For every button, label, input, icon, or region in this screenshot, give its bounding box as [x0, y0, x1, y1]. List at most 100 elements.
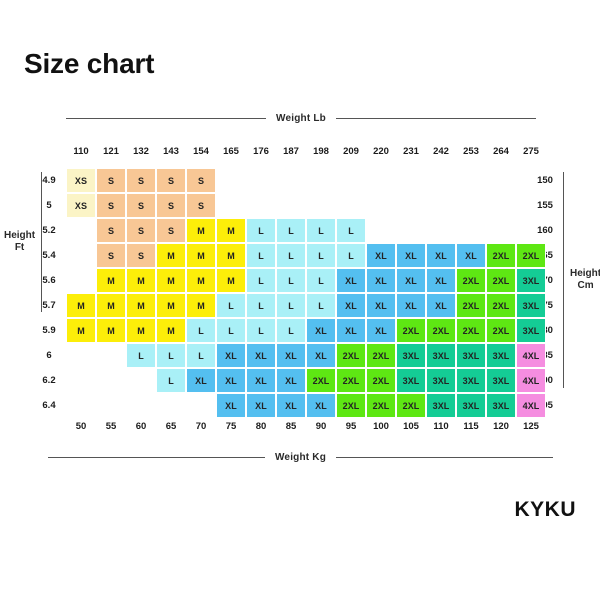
size-cell-empty: [216, 193, 246, 218]
size-cell-s: S: [126, 243, 156, 268]
size-cell-m: M: [216, 268, 246, 293]
page-title: Size chart: [24, 48, 155, 79]
weight-kg-tick-12: 110: [433, 421, 449, 432]
size-cell-m: M: [66, 318, 96, 343]
size-cell-m: M: [186, 218, 216, 243]
size-cell-3xl: 3XL: [426, 368, 456, 393]
weight-lb-tick-3: 143: [163, 146, 179, 157]
size-cell-xs: XS: [66, 168, 96, 193]
size-cell-s: S: [186, 168, 216, 193]
size-cell-xl: XL: [396, 293, 426, 318]
size-cell-m: M: [186, 268, 216, 293]
weight-lb-tick-7: 187: [283, 146, 299, 157]
size-grid-row: XL XL XL XL 2XL 2XL 2XL 3XL 3XL 3XL 4XL: [66, 393, 546, 418]
size-cell-l: L: [306, 218, 336, 243]
height-cm-label-line1: Height: [570, 268, 600, 279]
size-cell-xl: XL: [366, 268, 396, 293]
weight-kg-tick-3: 65: [165, 421, 177, 432]
size-cell-xl: XL: [366, 243, 396, 268]
size-cell-3xl: 3XL: [456, 393, 486, 418]
size-cell-m: M: [156, 243, 186, 268]
size-cell-2xl: 2XL: [516, 243, 546, 268]
size-cell-empty: [486, 168, 516, 193]
size-cell-empty: [66, 268, 96, 293]
size-cell-empty: [456, 168, 486, 193]
size-cell-2xl: 2XL: [456, 268, 486, 293]
height-cm-label-line2: Cm: [577, 280, 594, 291]
size-cell-3xl: 3XL: [516, 268, 546, 293]
size-cell-m: M: [186, 293, 216, 318]
weight-kg-tick-15: 125: [523, 421, 539, 432]
size-cell-2xl: 2XL: [336, 368, 366, 393]
size-cell-xl: XL: [216, 393, 246, 418]
weight-lb-tick-1: 121: [103, 146, 119, 157]
height-ft-tick-9: 6.4: [42, 400, 56, 411]
size-cell-empty: [96, 368, 126, 393]
height-cm-label: Height Cm: [570, 268, 600, 292]
size-cell-m: M: [216, 218, 246, 243]
size-cell-empty: [516, 168, 546, 193]
size-cell-empty: [516, 218, 546, 243]
weight-lb-tick-5: 165: [223, 146, 239, 157]
weight-lb-tick-11: 231: [403, 146, 419, 157]
weight-kg-tick-9: 95: [345, 421, 357, 432]
height-ft-label-line1: Height: [4, 230, 36, 241]
size-cell-2xl: 2XL: [336, 393, 366, 418]
height-ft-tick-labels: 4.9 5 5.2 5.4 5.6 5.7 5.9 6 6.2 6.4: [32, 168, 66, 418]
size-cell-2xl: 2XL: [336, 343, 366, 368]
weight-kg-tick-4: 70: [195, 421, 207, 432]
size-cell-3xl: 3XL: [516, 293, 546, 318]
size-cell-xl: XL: [336, 318, 366, 343]
size-cell-m: M: [126, 293, 156, 318]
size-cell-l: L: [246, 268, 276, 293]
weight-lb-tick-4: 154: [193, 146, 209, 157]
size-cell-xl: XL: [216, 343, 246, 368]
size-cell-l: L: [126, 343, 156, 368]
size-cell-xl: XL: [456, 243, 486, 268]
weight-kg-tick-11: 105: [403, 421, 419, 432]
size-cell-l: L: [186, 343, 216, 368]
height-ft-tick-0: 4.9: [42, 175, 56, 186]
size-cell-m: M: [156, 268, 186, 293]
weight-lb-tick-13: 253: [463, 146, 479, 157]
size-cell-xl: XL: [366, 293, 396, 318]
weight-lb-tick-6: 176: [253, 146, 269, 157]
weight-lb-tick-12: 242: [433, 146, 449, 157]
axis-rule-left: [66, 118, 267, 119]
size-cell-l: L: [336, 218, 366, 243]
size-cell-m: M: [186, 243, 216, 268]
height-ft-tick-1: 5: [46, 200, 52, 211]
size-cell-empty: [276, 168, 306, 193]
size-cell-2xl: 2XL: [456, 293, 486, 318]
size-cell-m: M: [96, 268, 126, 293]
weight-kg-tick-0: 50: [75, 421, 87, 432]
size-cell-3xl: 3XL: [426, 343, 456, 368]
size-cell-empty: [366, 193, 396, 218]
weight-kg-tick-7: 85: [285, 421, 297, 432]
size-cell-xl: XL: [426, 268, 456, 293]
weight-lb-tick-10: 220: [373, 146, 389, 157]
size-cell-empty: [396, 218, 426, 243]
weight-lb-tick-15: 275: [523, 146, 539, 157]
size-cell-xl: XL: [366, 318, 396, 343]
weight-lb-tick-14: 264: [493, 146, 509, 157]
size-cell-s: S: [126, 193, 156, 218]
size-cell-empty: [516, 193, 546, 218]
height-ft-tick-6: 5.9: [42, 325, 56, 336]
size-cell-2xl: 2XL: [366, 368, 396, 393]
size-cell-empty: [96, 343, 126, 368]
size-cell-l: L: [186, 318, 216, 343]
size-cell-empty: [216, 168, 246, 193]
size-cell-xl: XL: [276, 368, 306, 393]
weight-lb-tick-8: 198: [313, 146, 329, 157]
weight-kg-tick-10: 100: [373, 421, 389, 432]
size-cell-empty: [186, 393, 216, 418]
size-cell-3xl: 3XL: [426, 393, 456, 418]
size-cell-xl: XL: [276, 343, 306, 368]
size-cell-empty: [156, 393, 186, 418]
size-cell-3xl: 3XL: [486, 393, 516, 418]
size-cell-empty: [126, 393, 156, 418]
size-grid-row: M M M M L L L L XL XL XL 2XL 2XL 2XL 2XL 3XL: [66, 318, 546, 343]
size-cell-xl: XL: [426, 293, 456, 318]
